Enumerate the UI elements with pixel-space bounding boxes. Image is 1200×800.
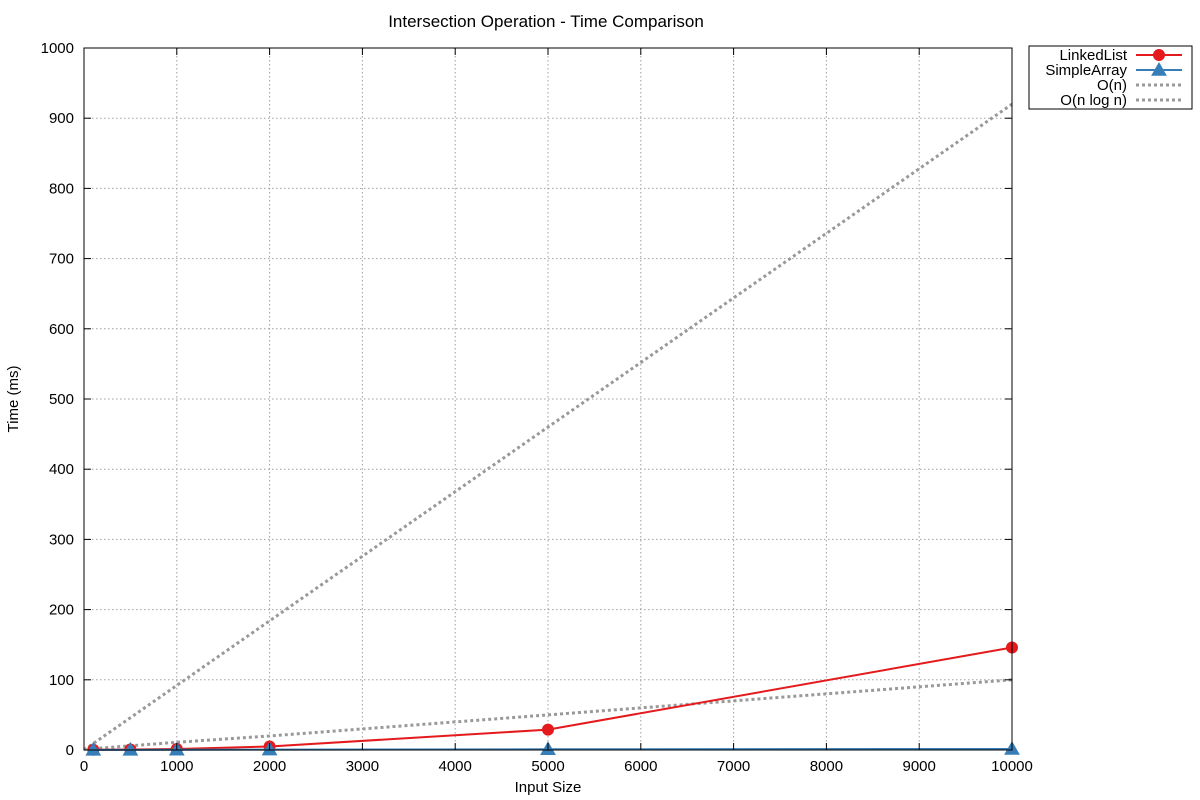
legend-marker: [1151, 61, 1167, 76]
x-tick-label: 10000: [991, 758, 1033, 775]
x-tick-label: 9000: [903, 758, 936, 775]
legend-label: LinkedList: [1059, 47, 1127, 64]
y-tick-label: 300: [49, 531, 74, 548]
grid-layer: [84, 48, 1012, 750]
legend-box: [1028, 45, 1193, 110]
legend-label: O(n log n): [1060, 92, 1127, 109]
x-tick-label: 2000: [253, 758, 286, 775]
x-tick-label: 1000: [160, 758, 193, 775]
y-tick-label: 500: [49, 391, 74, 408]
x-tick-label: 3000: [346, 758, 379, 775]
y-tick-label: 800: [49, 180, 74, 197]
y-tick-label: 200: [49, 602, 74, 619]
y-tick-label: 600: [49, 321, 74, 338]
legend-item-simplearray: SimpleArray: [1045, 61, 1182, 79]
data-point-simplearray: [122, 741, 139, 756]
series-o-n-log-n: [93, 678, 1013, 751]
legend-label: O(n): [1097, 77, 1127, 94]
series-line-o-n: [83, 102, 1013, 752]
tick-layer: 0 1000 2000 3000 4000 5000 6000 7000 8000 9000 100…: [41, 40, 1033, 775]
series-o-n: [83, 102, 1013, 752]
legend-item-o-n: O(n): [1097, 77, 1182, 94]
x-tick-label: 4000: [439, 758, 472, 775]
x-tick-label: 6000: [624, 758, 657, 775]
data-point-linkedlist: [542, 723, 554, 736]
legend-item-linkedlist: LinkedList: [1059, 47, 1182, 64]
y-tick-label: 900: [49, 110, 74, 127]
x-tick-label: 5000: [531, 758, 564, 775]
y-tick-label: 100: [49, 672, 74, 689]
legend-item-o-n-log-n: O(n log n): [1060, 92, 1182, 109]
x-tick-label: 0: [80, 758, 88, 775]
y-tick-label: 0: [66, 742, 74, 759]
chart-title: Intersection Operation - Time Comparison: [388, 12, 704, 31]
x-axis-title: Input Size: [515, 779, 582, 796]
data-point-simplearray: [85, 741, 102, 756]
series-line-o-n-log-n: [93, 678, 1013, 751]
series-layer: [83, 102, 1020, 756]
legend-marker: [1153, 49, 1165, 61]
series-line-linkedlist: [93, 646, 1013, 751]
x-tick-label: 7000: [717, 758, 750, 775]
y-tick-label: 700: [49, 251, 74, 268]
legend-label: SimpleArray: [1045, 62, 1127, 79]
y-axis-title: Time (ms): [5, 366, 22, 433]
x-tick-label: 8000: [810, 758, 843, 775]
y-tick-label: 1000: [41, 40, 74, 57]
y-tick-label: 400: [49, 461, 74, 478]
